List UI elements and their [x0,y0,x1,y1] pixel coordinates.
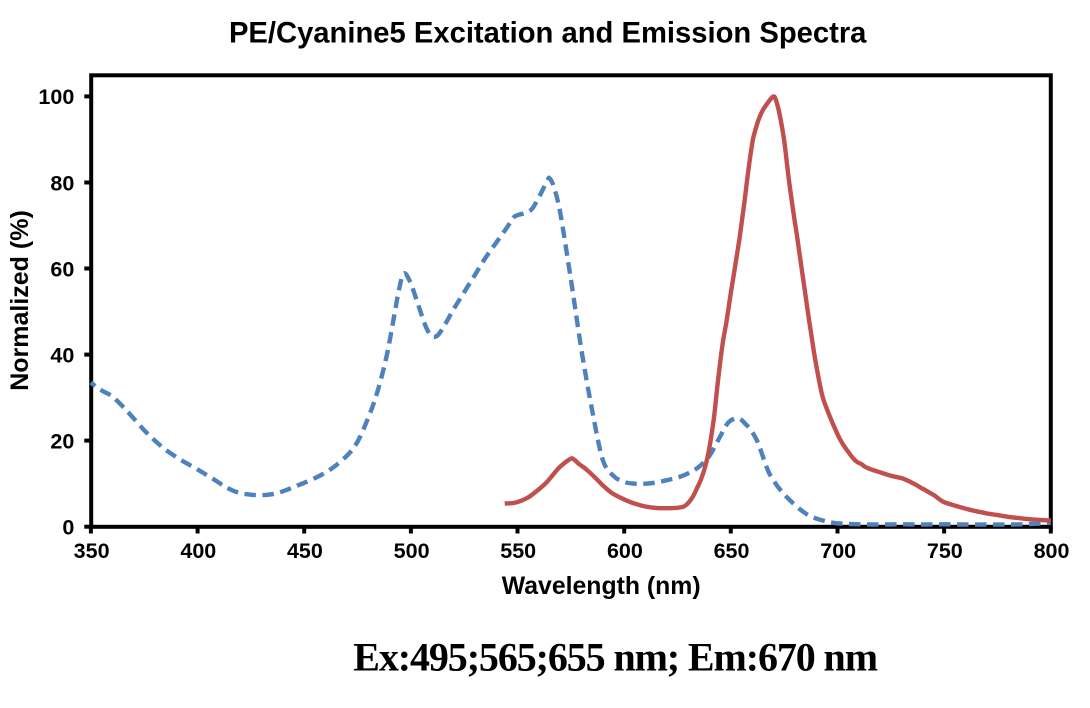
svg-text:450: 450 [287,539,323,563]
svg-text:650: 650 [714,539,750,563]
svg-text:800: 800 [1034,539,1070,563]
svg-text:Ex:495;565;655 nm; Em:670 nm: Ex:495;565;655 nm; Em:670 nm [353,635,877,680]
svg-text:20: 20 [50,429,74,453]
svg-text:500: 500 [394,539,430,563]
svg-text:Wavelength (nm): Wavelength (nm) [502,573,701,600]
svg-text:40: 40 [50,343,74,367]
svg-text:PE/Cyanine5 Excitation and Emi: PE/Cyanine5 Excitation and Emission Spec… [229,18,867,50]
svg-text:350: 350 [74,539,110,563]
svg-text:Normalized (%): Normalized (%) [6,210,34,391]
svg-text:550: 550 [500,539,536,563]
svg-text:600: 600 [607,539,643,563]
svg-text:60: 60 [50,257,74,281]
svg-text:100: 100 [38,85,74,109]
svg-text:0: 0 [62,516,74,540]
svg-text:400: 400 [180,539,216,563]
svg-text:750: 750 [927,539,963,563]
svg-text:700: 700 [820,539,856,563]
svg-text:80: 80 [50,171,74,195]
